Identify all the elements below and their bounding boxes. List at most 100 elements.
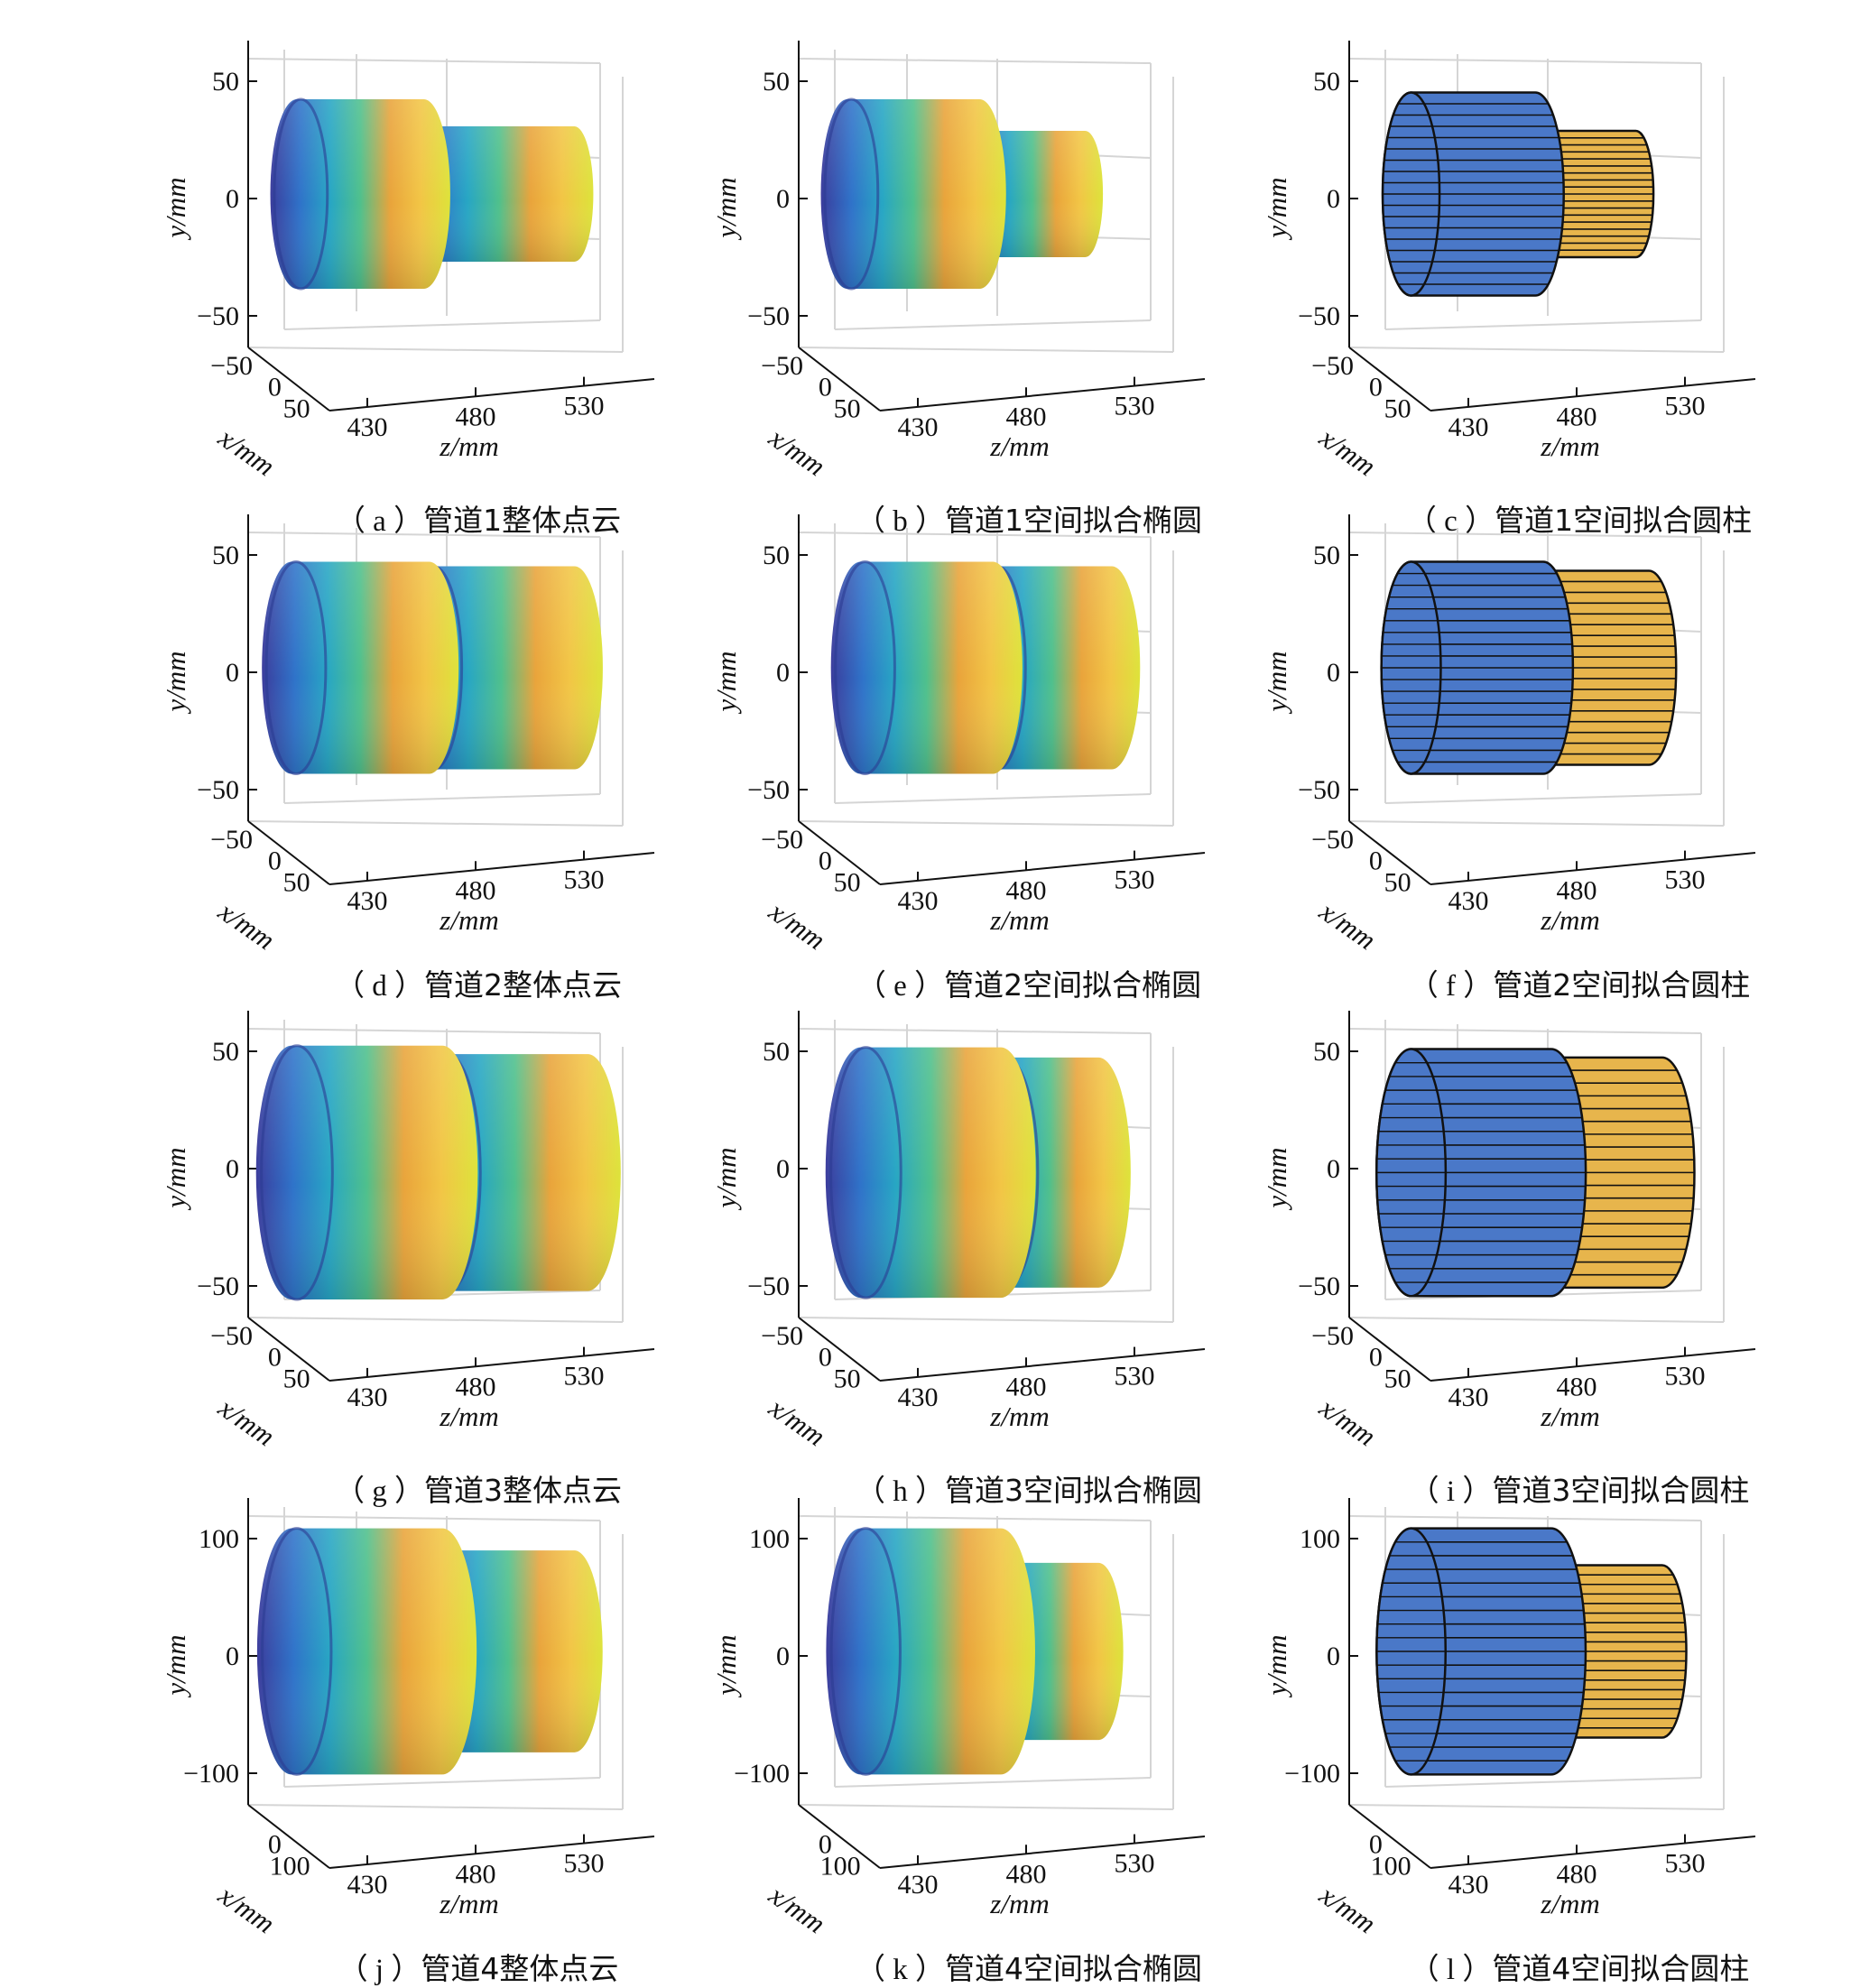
caption-letter: （ e ） — [856, 970, 945, 1003]
grid-line — [1384, 319, 1702, 330]
grid-line — [247, 532, 601, 538]
surface-group — [262, 560, 603, 775]
x-tick-label: −50 — [1311, 825, 1354, 855]
grid-line — [798, 1028, 1152, 1034]
x-axis-label: x/mm — [212, 1878, 281, 1939]
panel-e: 50 0 −50 y/mm −50 0 50 x/mm 430 480 530 z/mm （ e ）管道… — [710, 505, 1300, 1003]
panel-d: 50 0 −50 y/mm −50 0 50 x/mm 430 480 530 z/mm （ d ）管道… — [160, 505, 749, 1003]
y-axis-label: y/mm — [160, 651, 191, 714]
x-axis-line — [1348, 1317, 1431, 1382]
x-tick-label: 0 — [819, 1830, 832, 1860]
point-cloud-shading — [255, 1045, 478, 1299]
y-axis-label: y/mm — [710, 1634, 742, 1697]
caption-text: 管道3空间拟合椭圆 — [945, 1473, 1202, 1508]
z-axis-label: z/mm — [1540, 1888, 1599, 1919]
surface-group — [826, 1527, 1124, 1776]
z-axis-label: z/mm — [1540, 1401, 1599, 1432]
y-tick-label: −50 — [197, 301, 239, 331]
y-tick-label: −100 — [183, 1759, 239, 1789]
x-axis-label: x/mm — [763, 1878, 831, 1939]
grid-line — [247, 347, 624, 353]
caption-letter: （ l ） — [1409, 1954, 1493, 1986]
grid-line — [247, 1028, 601, 1034]
y-tick-label: 0 — [226, 1641, 239, 1671]
x-tick-label: 50 — [283, 393, 310, 423]
y-tick-label: 50 — [763, 541, 790, 570]
z-axis-label: z/mm — [439, 430, 498, 462]
rim-ellipse — [261, 1527, 333, 1776]
x-axis-label: x/mm — [763, 894, 831, 956]
y-axis-label: y/mm — [710, 1147, 742, 1210]
rim-ellipse — [834, 560, 896, 775]
y-tick-label: 0 — [1327, 658, 1340, 688]
point-cloud-shading — [270, 99, 450, 289]
caption-letter: （ h ） — [856, 1475, 945, 1508]
z-tick-label: 530 — [1665, 865, 1706, 895]
grid-line — [1348, 1028, 1702, 1034]
x-tick-label: 50 — [1384, 1364, 1411, 1393]
z-tick-label: 530 — [564, 865, 605, 895]
panel-i: 50 0 −50 y/mm −50 0 50 x/mm 430 480 530 z/mm （ i ）管道… — [1261, 1002, 1850, 1508]
x-axis-label: x/mm — [212, 421, 281, 482]
caption-text: 管道2空间拟合椭圆 — [944, 967, 1202, 1003]
surface-group — [1375, 1527, 1688, 1776]
caption-text: 管道1空间拟合圆柱 — [1495, 503, 1753, 538]
x-tick-label: 100 — [1371, 1851, 1411, 1881]
grid-line — [1348, 58, 1702, 64]
panel-b: 50 0 −50 y/mm −50 0 50 x/mm 430 480 530 z/mm （ b ）管道… — [710, 32, 1300, 538]
surface-group — [255, 1044, 621, 1301]
y-axis-label: y/mm — [1261, 1147, 1292, 1210]
grid-line — [247, 1804, 624, 1810]
y-tick-label: −50 — [1298, 1271, 1340, 1301]
grid-line — [247, 820, 624, 827]
x-tick-label: 0 — [1369, 846, 1383, 876]
grid-line — [1348, 820, 1725, 827]
z-tick-label: 530 — [1115, 1849, 1155, 1879]
y-axis-label: y/mm — [1261, 177, 1292, 240]
z-tick-label: 480 — [1557, 402, 1597, 431]
z-tick-label: 530 — [564, 1849, 605, 1879]
grid-line — [1348, 347, 1725, 353]
panel-a: 50 0 −50 y/mm −50 0 50 x/mm 430 480 530 z/mm （ a ）管道… — [160, 32, 749, 538]
z-tick-label: 480 — [456, 402, 496, 431]
x-axis-line — [247, 347, 330, 411]
z-tick-label: 530 — [564, 392, 605, 421]
x-tick-label: 50 — [834, 1364, 861, 1393]
y-tick-label: 50 — [1313, 67, 1340, 97]
y-axis-label: y/mm — [710, 177, 742, 240]
x-axis-line — [1348, 347, 1431, 411]
rim-ellipse — [273, 97, 329, 291]
z-axis-line — [879, 378, 1206, 411]
caption-text: 管道1整体点云 — [423, 503, 622, 538]
grid-line — [247, 1515, 601, 1521]
caption-letter: （ b ） — [856, 505, 945, 538]
y-tick-label: −50 — [1298, 775, 1340, 805]
caption-text: 管道2空间拟合圆柱 — [1493, 967, 1751, 1003]
y-tick-label: 0 — [226, 1154, 239, 1184]
x-tick-label: 0 — [1369, 1830, 1383, 1860]
x-tick-label: 50 — [283, 1364, 310, 1393]
x-tick-label: 0 — [819, 1343, 832, 1373]
x-axis-line — [1348, 1804, 1431, 1869]
y-tick-label: 0 — [776, 1641, 790, 1671]
z-axis-line — [329, 1835, 655, 1869]
z-axis-line — [879, 1348, 1206, 1382]
z-tick-label: 430 — [898, 1382, 939, 1412]
caption-d: （ d ）管道2整体点云 — [208, 961, 749, 1004]
x-tick-label: 0 — [268, 1830, 282, 1860]
z-tick-label: 430 — [347, 1382, 388, 1412]
x-tick-label: 50 — [1384, 393, 1411, 423]
surface-group — [1380, 560, 1678, 775]
caption-letter: （ i ） — [1409, 1475, 1493, 1508]
x-tick-label: 50 — [834, 393, 861, 423]
caption-h: （ h ）管道3空间拟合椭圆 — [758, 1466, 1300, 1510]
z-tick-label: 530 — [1115, 392, 1155, 421]
z-tick-label: 480 — [456, 1859, 496, 1889]
y-axis-label: y/mm — [160, 1147, 191, 1210]
caption-text: 管道3整体点云 — [424, 1473, 622, 1508]
x-axis-label: x/mm — [763, 421, 831, 482]
point-cloud-shading — [256, 1528, 477, 1775]
